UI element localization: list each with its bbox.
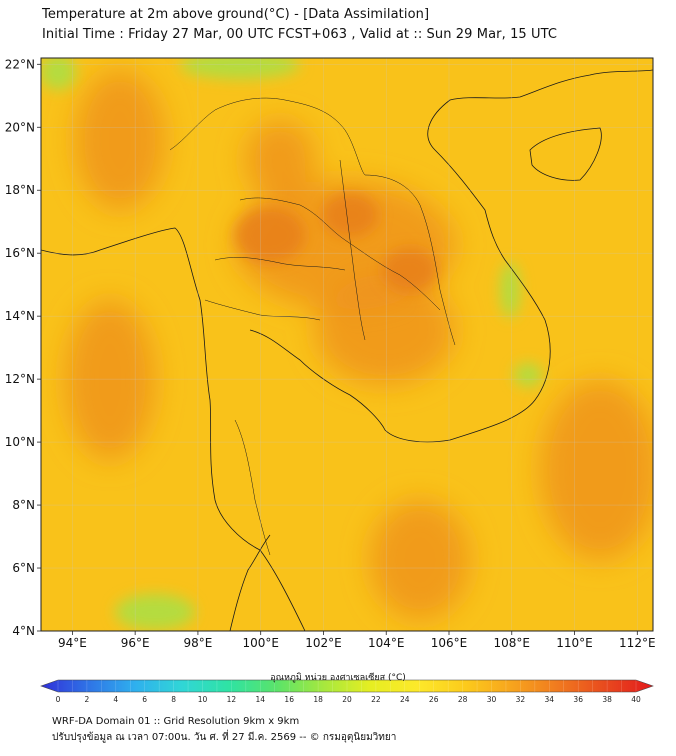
- map-field: [41, 58, 653, 631]
- hottest-regions: [235, 193, 438, 292]
- y-tick-label: 8°N: [12, 498, 35, 512]
- colorbar-tick-label: 28: [458, 695, 468, 704]
- y-tick-label: 16°N: [5, 246, 35, 260]
- colorbar-tick-label: 26: [429, 695, 439, 704]
- y-tick-label: 20°N: [5, 120, 35, 134]
- x-tick-label: 112°E: [619, 636, 656, 650]
- y-tick-label: 10°N: [5, 435, 35, 449]
- x-tick-label: 108°E: [494, 636, 531, 650]
- colorbar-tick-label: 12: [227, 695, 237, 704]
- gridlines: [41, 58, 653, 631]
- colorbar-tick-label: 6: [142, 695, 147, 704]
- footer-domain-info: WRF-DA Domain 01 :: Grid Resolution 9km …: [52, 716, 300, 727]
- x-tick-label: 96°E: [121, 636, 150, 650]
- chart-subtitle: Initial Time : Friday 27 Mar, 00 UTC FCS…: [42, 27, 558, 42]
- colorbar-tick-label: 2: [85, 695, 90, 704]
- colorbar-tick-label: 0: [56, 695, 61, 704]
- x-tick-label: 100°E: [242, 636, 279, 650]
- colorbar-tick-label: 20: [342, 695, 352, 704]
- colorbar-tick-label: 14: [256, 695, 266, 704]
- y-tick-label: 22°N: [5, 57, 35, 71]
- map-frame: [40, 57, 654, 632]
- y-tick-label: 18°N: [5, 183, 35, 197]
- colorbar: 0 2 4 6 8 10 12 14 16 18 20 22 24 26 28 30 32 34 36 38 40: [40, 679, 654, 704]
- colorbar-tick-label: 34: [545, 695, 555, 704]
- colorbar-gradient: [40, 679, 654, 693]
- x-tick-label: 102°E: [305, 636, 342, 650]
- x-axis-ticks: 94°E 96°E 98°E 100°E 102°E 104°E 106°E 108°E 110…: [58, 631, 656, 650]
- colorbar-tick-label: 24: [400, 695, 410, 704]
- colorbar-ticks: 0 2 4 6 8 10 12 14 16 18 20 22 24 26 28 30 32 34 36 38 40: [56, 680, 641, 704]
- footer-update-info: ปรับปรุงข้อมูล ณ เวลา 07:00น. วัน ศ. ที่…: [52, 732, 397, 743]
- colorbar-tick-label: 36: [573, 695, 583, 704]
- colorbar-tick-label: 32: [516, 695, 526, 704]
- x-tick-label: 98°E: [183, 636, 212, 650]
- chart-title: Temperature at 2m above ground(°C) - [Da…: [42, 7, 430, 22]
- coastlines: [41, 69, 653, 631]
- colorbar-tick-label: 38: [602, 695, 612, 704]
- colorbar-tick-label: 16: [284, 695, 294, 704]
- x-tick-label: 110°E: [556, 636, 593, 650]
- y-tick-label: 12°N: [5, 372, 35, 386]
- y-tick-label: 6°N: [12, 561, 35, 575]
- colorbar-tick-label: 4: [113, 695, 118, 704]
- colorbar-label: อุณหภูมิ หน่วย องศาเซลเซียส (°C): [270, 673, 406, 683]
- colorbar-tick-label: 22: [371, 695, 381, 704]
- y-tick-label: 14°N: [5, 309, 35, 323]
- colorbar-tick-label: 40: [631, 695, 641, 704]
- warm-regions: [65, 70, 653, 620]
- admin-borders: [169, 97, 456, 556]
- x-tick-label: 94°E: [58, 636, 87, 650]
- colorbar-tick-label: 30: [487, 695, 497, 704]
- y-axis-ticks: 22°N 20°N 18°N 16°N 14°N 12°N 10°N 8°N 6°N 4°N: [5, 57, 41, 638]
- y-tick-label: 4°N: [12, 624, 35, 638]
- x-tick-label: 106°E: [431, 636, 468, 650]
- colorbar-tick-label: 10: [198, 695, 208, 704]
- colorbar-tick-label: 8: [171, 695, 176, 704]
- x-tick-label: 104°E: [368, 636, 405, 650]
- colorbar-tick-label: 18: [313, 695, 323, 704]
